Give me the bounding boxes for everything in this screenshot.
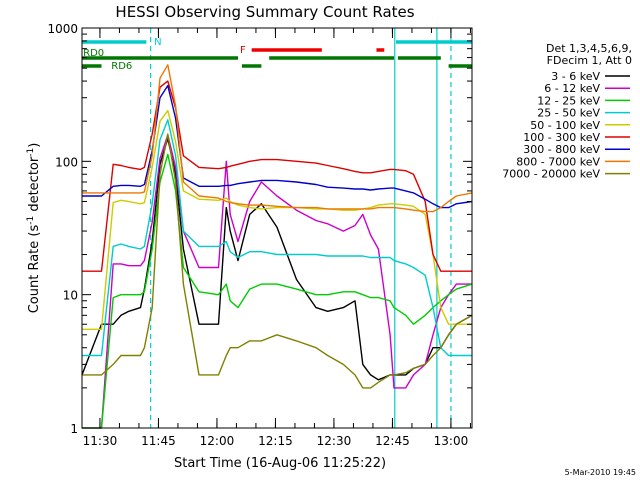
x-tick-label: 11:30 <box>83 434 118 448</box>
series-line-4 <box>82 109 472 330</box>
legend-label: 25 - 50 keV <box>537 107 600 120</box>
flag-label-rd0: RD0 <box>83 48 104 59</box>
y-tick-label: 1000 <box>47 22 78 36</box>
legend-label: 50 - 100 keV <box>530 119 600 132</box>
legend-label: 3 - 6 keV <box>551 70 600 83</box>
axes: 1 10 100 1000 11:30 11:45 12:00 12:15 12:30 12:45… <box>47 22 472 448</box>
y-tick-label: 10 <box>63 289 78 303</box>
legend-label: 12 - 25 keV <box>537 94 600 107</box>
flag-label-f: F <box>240 45 246 56</box>
flag-label-rd6: RD6 <box>111 61 132 72</box>
chart-title: HESSI Observing Summary Count Rates <box>115 3 414 21</box>
y-axis-label-mid: detector <box>27 156 42 216</box>
y-axis-label: Count Rate (s-1 detector-1) <box>26 143 42 314</box>
series-line-7 <box>82 64 473 213</box>
flag-bars: N F RD0 RD6 <box>82 37 472 72</box>
series-line-8 <box>82 133 473 389</box>
legend-label: 6 - 12 keV <box>544 82 600 95</box>
legend-label: 800 - 7000 keV <box>516 155 600 168</box>
series-line-5 <box>82 80 472 272</box>
plot-frame <box>81 27 473 429</box>
legend-label: 100 - 300 keV <box>523 131 600 144</box>
series-line-6 <box>82 84 473 209</box>
x-tick-label: 11:45 <box>141 434 176 448</box>
y-axis-label-main: Count Rate (s <box>27 225 42 314</box>
series-line-3 <box>82 119 472 357</box>
y-axis-label-sup2: -1 <box>26 148 36 157</box>
x-tick-label: 12:00 <box>200 434 235 448</box>
legend-label: 300 - 800 keV <box>523 143 600 156</box>
legend-header-line-1: Det 1,3,4,5,6,9, <box>546 42 632 55</box>
footer-timestamp: 5-Mar-2010 19:45 <box>565 468 636 477</box>
x-tick-label: 12:15 <box>258 434 293 448</box>
y-tick-label: 1 <box>70 422 78 436</box>
y-axis-label-sup1: -1 <box>26 216 36 225</box>
series-group <box>81 64 473 429</box>
y-axis-label-end: ) <box>27 143 42 148</box>
x-axis-label: Start Time (16-Aug-06 11:25:22) <box>174 456 386 471</box>
y-tick-label: 100 <box>55 155 78 169</box>
series-line-2 <box>82 153 473 429</box>
x-tick-label: 13:00 <box>434 434 469 448</box>
x-tick-label: 12:30 <box>317 434 352 448</box>
legend-label: 7000 - 20000 keV <box>502 168 600 181</box>
series-line-1 <box>82 134 472 429</box>
flag-label-n: N <box>154 37 161 48</box>
x-tick-label: 12:45 <box>375 434 410 448</box>
vertical-markers <box>150 28 452 428</box>
legend-header-line-2: FDecim 1, Att 0 <box>547 54 632 67</box>
